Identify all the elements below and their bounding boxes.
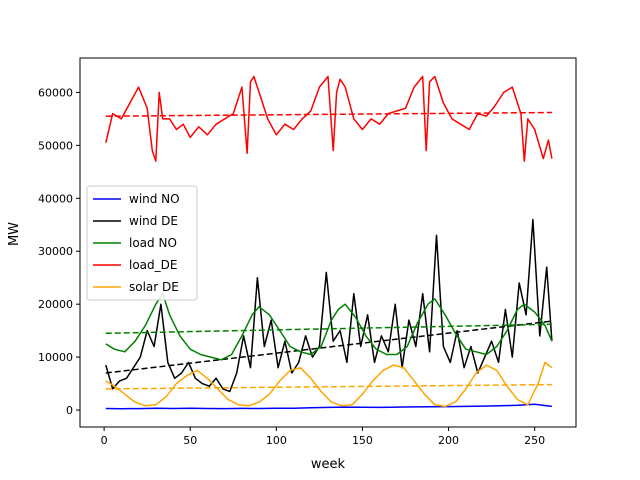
series-line-solar-de-trend [105, 383, 552, 390]
y-tick-label: 10000 [38, 351, 73, 364]
series-line-wind-no [105, 403, 552, 410]
legend-label: solar DE [129, 280, 179, 294]
legend-label: load NO [129, 236, 177, 250]
x-tick-label: 250 [524, 434, 545, 447]
y-tick-label: 40000 [38, 192, 73, 205]
x-tick-label: 200 [438, 434, 459, 447]
legend-box [86, 185, 198, 301]
series-line-load-no [105, 292, 553, 361]
y-tick-label: 30000 [38, 245, 73, 258]
x-axis: 0 50 100 150 200 250 [101, 427, 545, 447]
y-tick-label: 20000 [38, 298, 73, 311]
series-line-load-de-trend [105, 111, 552, 117]
series-line-load-de [105, 75, 553, 162]
y-axis-label: MW [7, 222, 22, 246]
y-tick-label: 0 [66, 404, 73, 417]
x-tick-label: 50 [183, 434, 197, 447]
y-tick-label: 50000 [38, 139, 73, 152]
x-tick-label: 150 [352, 434, 373, 447]
legend-label: wind DE [129, 214, 178, 228]
legend-label: wind NO [129, 192, 180, 206]
series-line-wind-de-trend [105, 320, 552, 374]
y-axis: 0 10000 20000 30000 40000 50000 60000 [38, 86, 80, 417]
x-axis-label: week [311, 457, 346, 472]
legend-label: load_DE [129, 258, 177, 272]
x-tick-label: 0 [101, 434, 108, 447]
y-tick-label: 60000 [38, 86, 73, 99]
series-line-solar-de [105, 361, 553, 408]
series-line-load-no-trend [105, 323, 552, 335]
x-tick-label: 100 [266, 434, 287, 447]
